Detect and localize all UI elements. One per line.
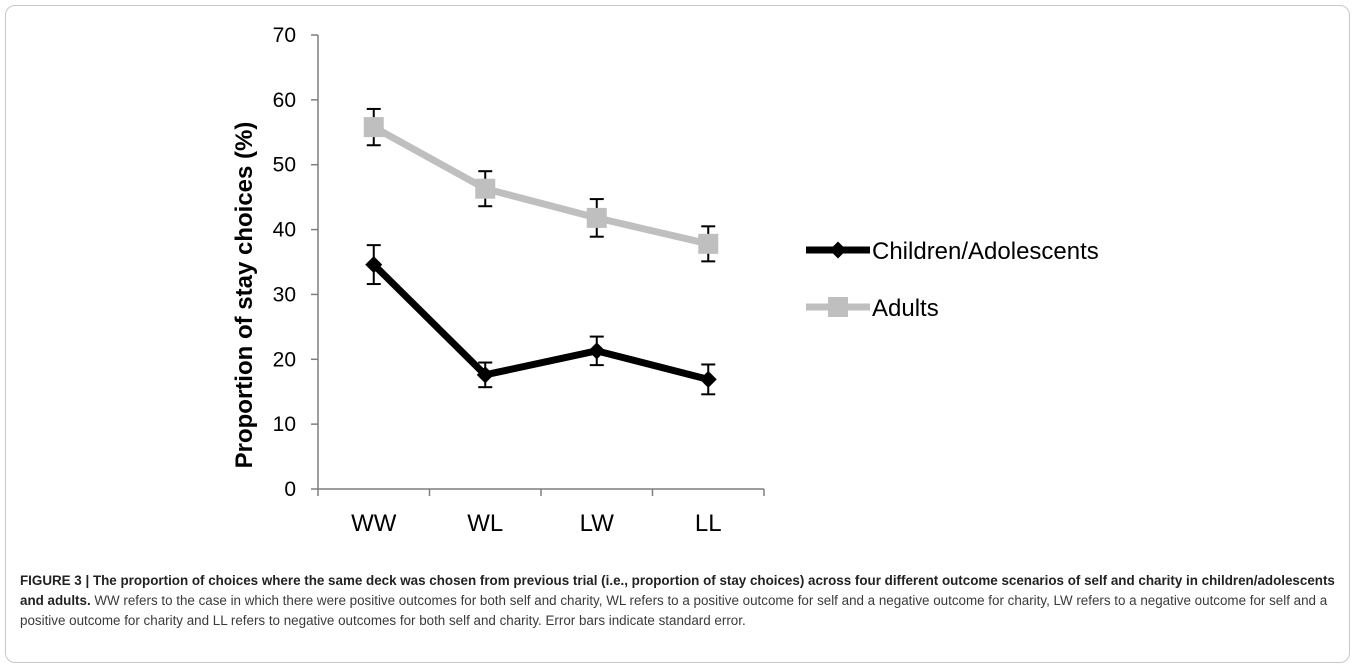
- data-point: [586, 207, 607, 228]
- figure-frame: [5, 5, 1350, 663]
- y-tick-label: 10: [273, 413, 296, 436]
- data-point: [476, 366, 494, 384]
- x-tick-label: LL: [695, 510, 722, 537]
- data-point: [475, 178, 496, 199]
- data-point: [699, 370, 717, 388]
- y-tick-label: 20: [273, 348, 296, 371]
- legend-label: Children/Adolescents: [872, 238, 1099, 265]
- line-chart: 0 10 20 30 40 50 60 70 WW WL LW LL Children/Adolesc…: [231, 24, 1099, 537]
- y-tick-label: 70: [273, 24, 296, 47]
- caption-text: WW refers to the case in which there wer…: [20, 593, 1328, 628]
- data-point: [698, 233, 719, 254]
- y-tick-label: 50: [273, 154, 296, 177]
- y-tick-label: 30: [273, 283, 296, 306]
- x-tick-label: WW: [351, 510, 397, 537]
- data-point: [363, 117, 384, 138]
- data-point: [365, 256, 383, 274]
- chart-series: [363, 107, 719, 396]
- chart-axes: 0 10 20 30 40 50 60 70 WW WL LW LL: [273, 24, 765, 537]
- caption-title: FIGURE 3 | The proportion of choices whe…: [20, 573, 1335, 608]
- series-line: [372, 124, 710, 248]
- legend-marker: [828, 297, 848, 317]
- series-line: [371, 262, 710, 383]
- x-tick-label: LW: [580, 510, 615, 537]
- figure-caption: FIGURE 3 | The proportion of choices whe…: [20, 571, 1338, 631]
- y-tick-label: 40: [273, 219, 296, 242]
- data-point: [588, 342, 606, 360]
- y-axis-label: Proportion of stay choices (%): [231, 122, 258, 469]
- series-children-adolescents: [365, 244, 717, 396]
- y-tick-label: 60: [273, 89, 296, 112]
- legend-marker: [829, 241, 847, 259]
- series-adults: [363, 107, 719, 263]
- legend-label: Adults: [872, 295, 939, 322]
- x-tick-label: WL: [467, 510, 503, 537]
- y-tick-label: 0: [284, 478, 296, 501]
- chart-legend: Children/Adolescents Adults: [806, 238, 1099, 322]
